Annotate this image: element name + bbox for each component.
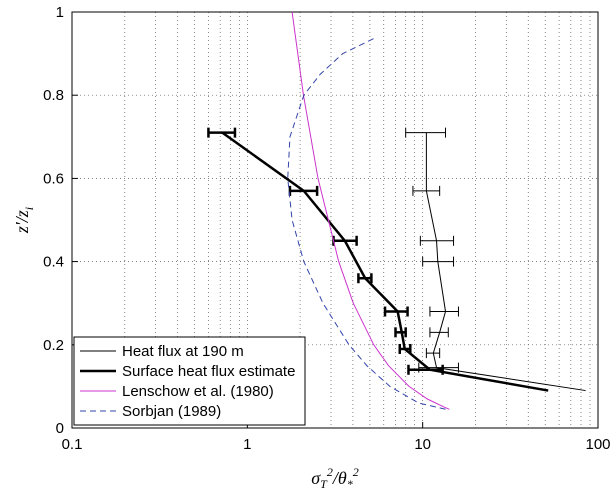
legend-label: Sorbjan (1989) xyxy=(122,403,221,420)
y-tick-label: 0.2 xyxy=(43,337,64,354)
error-bar xyxy=(357,273,373,284)
y-tick-label: 0.6 xyxy=(43,170,64,187)
error-bar xyxy=(405,127,447,138)
x-tick-label: 10 xyxy=(414,436,431,453)
error-bar xyxy=(412,185,441,196)
error-bar xyxy=(394,327,407,338)
y-axis-label: z′/zi xyxy=(12,207,36,234)
error-bar xyxy=(429,306,459,317)
legend-box xyxy=(73,336,306,426)
error-bar xyxy=(419,235,455,246)
y-tick-label: 0.8 xyxy=(43,87,64,104)
error-bar xyxy=(407,364,444,375)
x-tick-label: 1 xyxy=(243,436,251,453)
legend-label: Surface heat flux estimate xyxy=(122,363,295,380)
error-bar xyxy=(418,362,459,373)
plot-frame xyxy=(71,11,599,429)
error-bar xyxy=(207,127,237,138)
error-bar xyxy=(398,343,412,354)
legend-label: Lenschow et al. (1980) xyxy=(122,383,274,400)
series-line xyxy=(291,11,450,410)
series-line xyxy=(287,36,446,410)
x-axis-label: σT2/θ*2 xyxy=(311,465,358,491)
error-bar xyxy=(425,348,441,359)
error-bar xyxy=(429,327,449,338)
error-bar xyxy=(422,256,455,267)
y-tick-label: 1 xyxy=(56,4,64,21)
x-tick-label: 0.1 xyxy=(62,436,83,453)
y-tick-label: 0.4 xyxy=(43,254,64,271)
y-tick-label: 0 xyxy=(56,420,64,437)
error-bar xyxy=(288,185,319,196)
x-tick-label: 100 xyxy=(585,436,610,453)
error-bar xyxy=(383,306,409,317)
legend-label: Heat flux at 190 m xyxy=(122,343,244,360)
